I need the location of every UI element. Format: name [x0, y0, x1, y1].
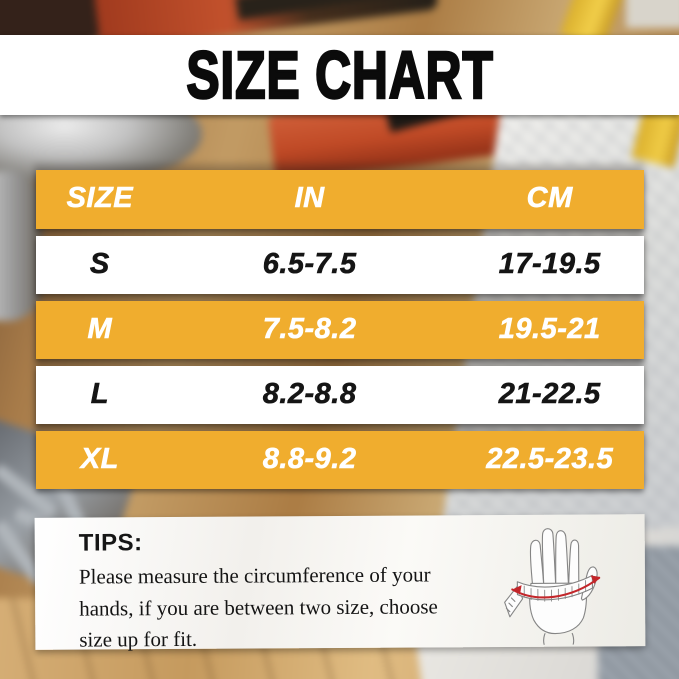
tips-text: Please measure the circumference of your… — [79, 559, 510, 656]
cell-in: 8.2-8.8 — [262, 377, 357, 410]
cell-cm: 21-22.5 — [498, 377, 601, 410]
cell-in: 7.5-8.2 — [262, 312, 357, 345]
cell-size: M — [87, 312, 113, 345]
paper-corner — [626, 0, 679, 28]
cell-in: 8.8-9.2 — [262, 442, 357, 475]
tips-line: size up for fit. — [79, 626, 198, 652]
cell-cm: 17-19.5 — [498, 247, 601, 280]
page-title: SIZE CHART — [185, 37, 494, 113]
tips-label: TIPS: — [78, 529, 143, 557]
table-header-row: SIZE IN CM — [36, 170, 644, 229]
cell-cm: 22.5-23.5 — [486, 442, 614, 475]
metal-cylinder — [0, 171, 42, 321]
size-table: SIZE IN CM S 6.5-7.5 17-19.5 M 7.5-8.2 1… — [36, 170, 644, 496]
hand-circumference-measure-icon — [485, 516, 636, 646]
table-row: XL 8.8-9.2 22.5-23.5 — [36, 431, 644, 489]
tips-line: Please measure the circumference of your — [78, 562, 431, 589]
table-row: M 7.5-8.2 19.5-21 — [36, 301, 644, 359]
table-row: S 6.5-7.5 17-19.5 — [36, 236, 644, 294]
tips-box: TIPS: Please measure the circumference o… — [34, 514, 646, 652]
cell-in: 6.5-7.5 — [262, 247, 357, 280]
cell-size: L — [90, 377, 109, 410]
cell-size: XL — [80, 442, 119, 475]
table-row: L 8.2-8.8 21-22.5 — [36, 366, 644, 424]
cell-size: S — [89, 247, 110, 280]
tips-line: hands, if you are between two size, choo… — [79, 593, 438, 621]
title-banner: SIZE CHART — [0, 35, 679, 115]
header-cm: CM — [526, 182, 573, 214]
cell-cm: 19.5-21 — [498, 312, 601, 345]
header-in: IN — [294, 182, 325, 214]
header-size: SIZE — [66, 182, 134, 214]
